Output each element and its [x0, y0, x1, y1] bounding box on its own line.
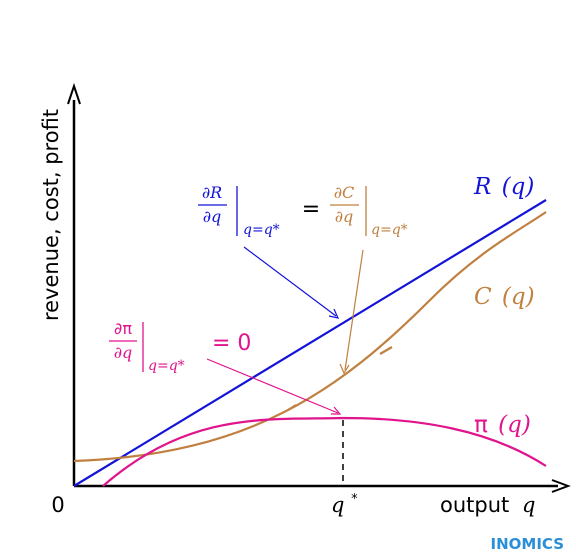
- revenue-curve: [73, 199, 547, 487]
- revenue-label-name: R: [473, 174, 491, 200]
- x-axis-label-var: q: [522, 493, 535, 517]
- marginal-equality-annotation: ∂R ∂q q=q* = ∂C ∂q q=q*: [198, 183, 408, 238]
- brand-logo: INOMICS: [491, 535, 564, 553]
- y-axis-label: revenue, cost, profit: [39, 109, 63, 321]
- y-axis-arrowhead: [67, 82, 81, 105]
- cost-slope-arrow-shaft: [344, 249, 364, 371]
- dR-numerator: ∂R: [202, 183, 222, 202]
- profit-label-name: π: [474, 412, 488, 438]
- origin-label: 0: [51, 493, 64, 517]
- optimum-label-var: q: [331, 493, 344, 517]
- dpi-numerator-text: ∂π: [114, 319, 132, 338]
- revenue-label-arg: (q): [502, 174, 535, 200]
- curves: [73, 199, 547, 487]
- revenue-slope-arrow-shaft: [243, 246, 337, 317]
- tangent-dash-upper: [379, 346, 393, 355]
- optimum-label-star: *: [351, 492, 358, 507]
- profit-condition-annotation: ∂π ∂q q=q* = 0: [109, 319, 251, 374]
- dpi-numerator: ∂π: [114, 319, 132, 338]
- dR-eval-subscript: q=q*: [243, 222, 280, 238]
- cost-slope-arrowhead: [339, 363, 350, 375]
- dC-numerator: ∂C: [334, 183, 355, 202]
- tangent-dash-lower: [287, 404, 297, 411]
- equals-sign: =: [302, 197, 320, 222]
- cost-curve: [73, 211, 547, 463]
- optimum-label: q *: [331, 492, 358, 517]
- dpi-eval-subscript: q=q*: [148, 358, 185, 374]
- revenue-slope-arrowhead: [328, 308, 340, 319]
- x-axis-arrowhead: [551, 479, 571, 493]
- dpi-denominator: ∂q: [114, 343, 133, 362]
- annotation-arrows: [206, 246, 364, 415]
- cost-label-arg: (q): [502, 284, 535, 310]
- dpi-rhs: = 0: [212, 331, 251, 356]
- profit-slope-arrowhead: [331, 406, 342, 415]
- profit-slope-arrow-shaft: [206, 358, 339, 414]
- profit-label-arg: (q): [498, 412, 531, 438]
- cost-label: C (q): [474, 284, 535, 310]
- profit-label: π (q): [474, 412, 531, 438]
- axes: [67, 82, 571, 493]
- profit-curve: [102, 416, 547, 487]
- x-axis-label: output q: [440, 493, 535, 517]
- x-axis-label-text: output: [440, 493, 509, 517]
- cost-label-name: C: [474, 284, 492, 310]
- dR-denominator: ∂q: [203, 207, 222, 226]
- dC-denominator: ∂q: [335, 207, 354, 226]
- revenue-label: R (q): [473, 174, 534, 200]
- dC-eval-subscript: q=q*: [371, 222, 408, 238]
